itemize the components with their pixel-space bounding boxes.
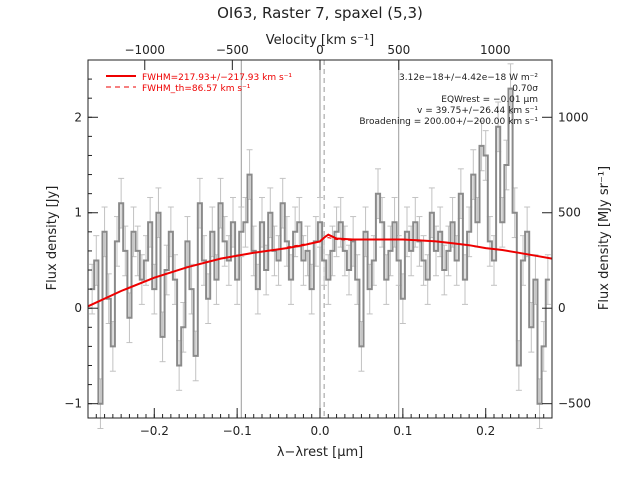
top-tick-label: 0 (316, 43, 324, 57)
thermal-fit-curve (286, 237, 354, 248)
right-tick-label: 500 (558, 206, 581, 220)
y-tick-label: 0 (74, 301, 82, 315)
x-tick-label: 0.2 (476, 424, 495, 438)
top-tick-label: −500 (216, 43, 249, 57)
annotation-line-velocity: v = 39.75+/−26.44 km s⁻¹ (417, 106, 538, 116)
legend: FWHM=217.93+/−217.93 km s⁻¹ FWHM_th=86.5… (106, 73, 292, 94)
y-tick-label: 2 (74, 110, 82, 124)
legend-label-fwhm: FWHM=217.93+/−217.93 km s⁻¹ (142, 73, 292, 83)
x-tick-label: −0.2 (140, 424, 169, 438)
right-axis-label: Flux density [MJy sr⁻¹] (597, 166, 612, 310)
annotation-line-flux: 3.12e−18+/−4.42e−18 W m⁻² (399, 73, 538, 83)
annotation-block: 3.12e−18+/−4.42e−18 W m⁻² 0.70σ EQWrest … (359, 73, 538, 127)
right-tick-label: 1000 (558, 110, 589, 124)
top-tick-label: 500 (387, 43, 410, 57)
annotation-line-sigma: 0.70σ (512, 84, 538, 94)
y-axis-label: Flux density [Jy] (45, 186, 60, 291)
right-tick-label: 0 (558, 301, 566, 315)
x-tick-label: 0.0 (310, 424, 329, 438)
annotation-line-broadening: Broadening = 200.00+/−200.00 km s⁻¹ (359, 117, 538, 127)
x-tick-label: 0.1 (393, 424, 412, 438)
x-tick-label: −0.1 (223, 424, 252, 438)
legend-label-fwhm-th: FWHM_th=86.57 km s⁻¹ (142, 84, 251, 94)
spectrum-data-line (90, 87, 550, 405)
right-tick-label: −500 (558, 397, 591, 411)
annotation-line-eqw: EQWrest = −0.01 μm (441, 95, 538, 105)
y-tick-label: 1 (74, 206, 82, 220)
top-tick-label: 1000 (480, 43, 511, 57)
plot-area: −0.2 −0.1 0.0 0.1 0.2 −1000 −500 0 500 1000 −1 0 1 2 −… (64, 43, 591, 438)
top-tick-label: −1000 (124, 43, 165, 57)
chart-title: OI63, Raster 7, spaxel (5,3) (217, 4, 423, 22)
fit-curve (87, 233, 553, 308)
top-axis-label: Velocity [km s⁻¹] (266, 33, 374, 48)
y-tick-label: −1 (64, 397, 82, 411)
x-axis-label: λ−λrest [μm] (277, 445, 363, 460)
